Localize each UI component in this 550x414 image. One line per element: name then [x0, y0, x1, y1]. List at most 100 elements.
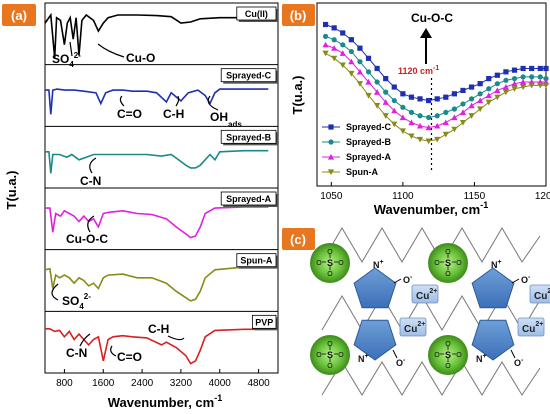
panel-b-data-point: [417, 96, 423, 102]
panel-b-data-point: [511, 76, 518, 82]
panel-b-data-point: [511, 67, 518, 73]
sulfate-s: S: [327, 258, 333, 268]
panel-b-data-point: [408, 133, 415, 140]
panel-b-data-point: [383, 76, 389, 82]
panel-b-data-point: [348, 70, 355, 77]
annotation-so4-cu: SO42-: [52, 51, 81, 69]
panel-c-units: SOOOON+O-Cu2+SOOOON+O-Cu2+SOOOON+O-Cu2+S…: [310, 243, 550, 375]
annotation-arrow-c-h-pvp: [167, 335, 185, 341]
nitrogen-label: N+: [373, 259, 384, 270]
panel-b-data-point: [503, 77, 509, 83]
panel-a-series-line: [45, 328, 269, 365]
panel-a-ylabel: T(u.a.): [4, 171, 19, 210]
annotation-cu-o-c: Cu-O-C: [66, 232, 108, 246]
panel-b-data-point: [542, 82, 550, 89]
panel-b-data-point: [374, 79, 380, 85]
panel-a-tag-text: (a): [11, 8, 27, 23]
panel-c-tag: [282, 228, 315, 250]
panel-b-data-point: [322, 41, 329, 48]
panel-b-data-point: [528, 82, 535, 89]
sulfate-o: O: [327, 363, 333, 370]
panel-b-data-point: [416, 122, 424, 129]
panel-b-data-point: [331, 37, 337, 43]
panel-a-xticks: 800 1600 2400 3200 4000 4800: [56, 369, 270, 389]
panel-b-data-point: [426, 114, 432, 121]
panel-b-data-point: [399, 128, 406, 135]
annotation-arrow-c-h: [175, 95, 180, 107]
panel-b-data-point: [382, 113, 389, 119]
panel-b-data-point: [339, 50, 346, 56]
panel-b-data-point: [365, 78, 372, 85]
panel-b-data-point: [451, 91, 457, 97]
sulfate-s: S: [327, 350, 333, 360]
sulfate-glow: [310, 243, 350, 283]
panel-b-data-point: [529, 74, 535, 80]
panel-b-data-point: [400, 91, 406, 97]
sulfate-o: O: [445, 363, 451, 370]
panel-b-data-point: [408, 94, 415, 100]
panel-b-data-point: [434, 136, 441, 143]
panel-b-data-point: [374, 65, 380, 72]
carbonyl-bond: [392, 349, 398, 359]
panel-b-data-point: [468, 102, 475, 109]
panel-b-data-point: [460, 87, 466, 94]
carbonyl-bond: [510, 349, 516, 359]
panel-b-data-point: [340, 30, 346, 36]
panel-a-series: Cu(II) Sprayed-C Sprayed-B Sprayed-A Spun-A P…: [44, 6, 278, 365]
annotation-arrow-c-o: [119, 95, 125, 107]
panel-a-label-box: [236, 253, 277, 268]
panel-b-data-point: [374, 89, 381, 95]
panel-b-data-point: [494, 94, 501, 101]
panel-b-tag: [282, 4, 315, 26]
panel-b-legend-marker: [328, 124, 334, 130]
panel-b-data-point: [399, 114, 406, 121]
panel-b-data-point: [442, 119, 449, 126]
panel-a-series-label: PVP: [255, 317, 273, 327]
panel-b-data-point: [348, 58, 355, 65]
panel-b-data-point: [356, 81, 364, 87]
sulfate-o: O: [327, 249, 333, 256]
panel-b-legend-label: Sprayed-C: [346, 122, 392, 132]
panel-b-data-point: [442, 131, 449, 138]
panel-b-xtick-label: 1100: [392, 191, 414, 202]
annotation-c-n-sprayed-b: C-N: [80, 174, 101, 188]
carbonyl-bond: [393, 278, 402, 284]
panel-b-data-point: [357, 45, 363, 51]
panel-b-data-point: [443, 94, 449, 100]
panel-b-data-point: [511, 80, 518, 87]
panel-b-data-point: [502, 89, 510, 96]
panel-a-series-label: Cu(II): [245, 9, 268, 19]
panel-b-data-point: [331, 55, 338, 62]
panel-b-data-point: [391, 97, 397, 104]
panel-b-data-point: [408, 119, 415, 126]
panel-a-xlabel: Wavenumber, cm-1: [108, 393, 222, 410]
panel-b-data-point: [322, 33, 329, 39]
panel-b-data-point: [331, 25, 337, 31]
panel-b-data-point: [356, 68, 364, 75]
panel-b-data-point: [383, 89, 389, 95]
panel-b-data-point: [468, 113, 475, 119]
panel-b-data-point: [468, 84, 475, 90]
nitrogen-label: N+: [491, 259, 502, 270]
panel-b-data-point: [494, 81, 500, 87]
annotation-arrow-so4-spun: [51, 283, 59, 301]
panel-b-data-point: [459, 109, 467, 115]
sulfate-o: O: [445, 341, 451, 348]
panel-b-data-point: [459, 119, 467, 126]
sulfate-o: O: [327, 341, 333, 348]
panel-b-legend-marker: [328, 139, 334, 145]
panel-b-data-point: [537, 82, 544, 89]
copper-ion-box: [411, 284, 439, 304]
annotation-cu-o: Cu-O: [126, 51, 155, 65]
oxygen-label: O-: [403, 274, 413, 285]
oxygen-label: O-: [521, 274, 531, 285]
panel-b-xtick-label: 1150: [464, 191, 486, 202]
panel-b-data-point: [426, 97, 432, 104]
panel-a-series-line: [44, 12, 269, 59]
annotation-oh-ads: OHads: [210, 110, 242, 129]
panel-a-series-line: [45, 149, 269, 174]
panel-b-data-point: [477, 106, 484, 113]
backbone-chain-top: [321, 227, 541, 263]
panel-b-data-point: [486, 86, 492, 92]
